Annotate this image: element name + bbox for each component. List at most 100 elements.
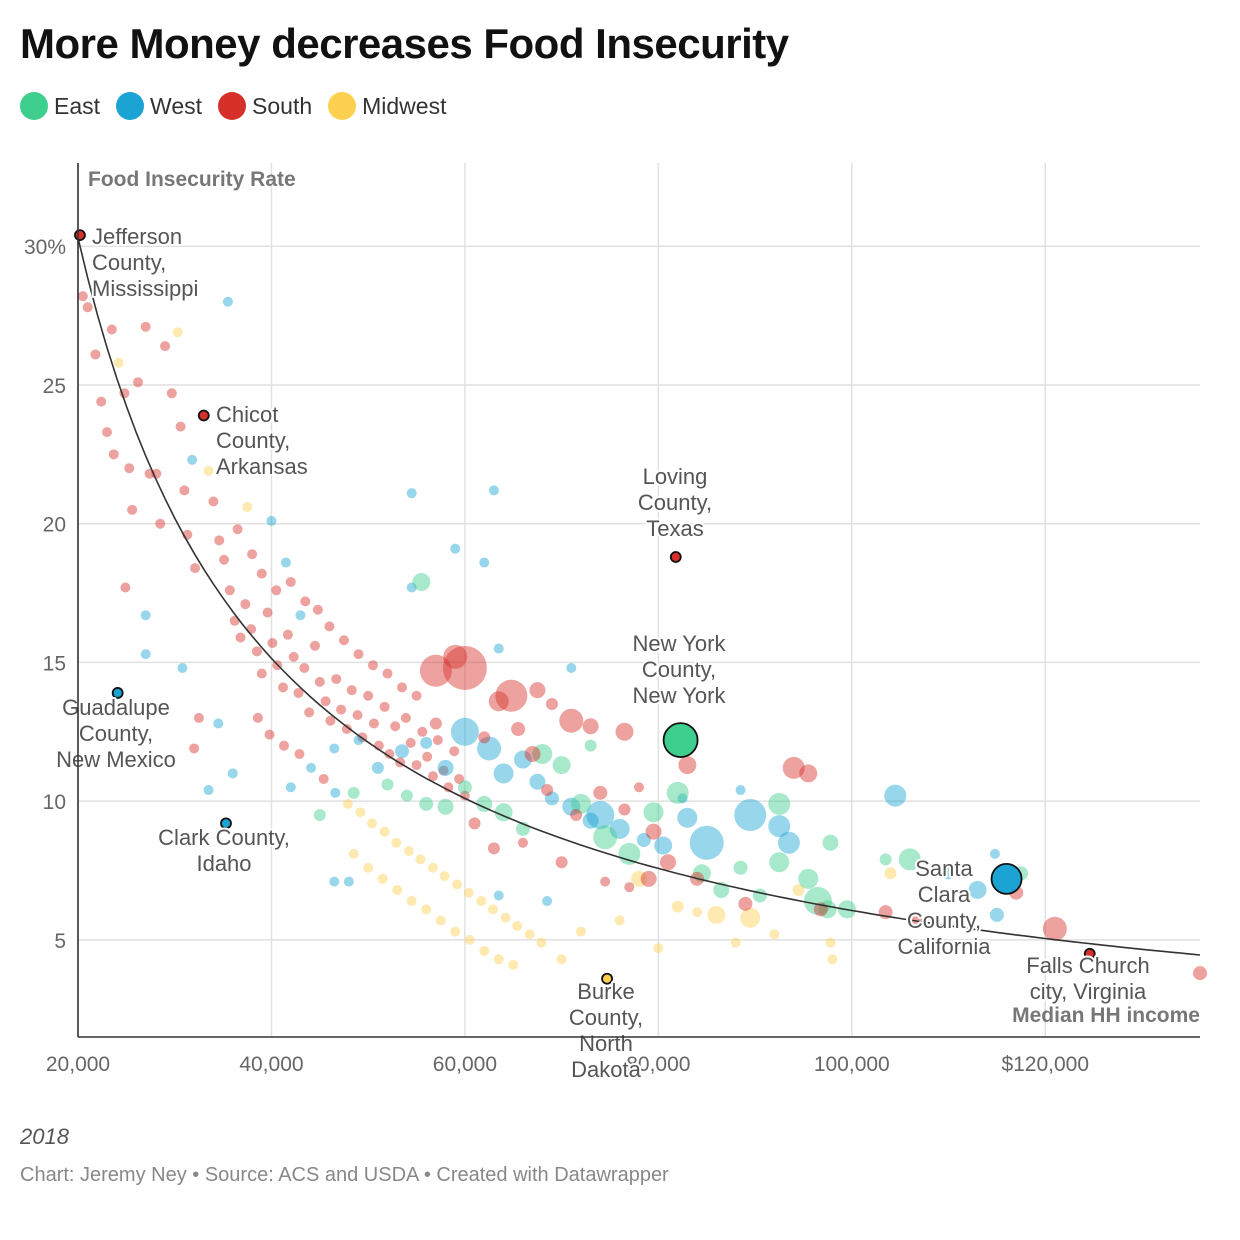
jefferson-county-point xyxy=(74,229,86,242)
data-point-239 xyxy=(645,823,662,840)
data-point-241 xyxy=(640,870,657,887)
data-point-199 xyxy=(476,795,493,812)
loving-county-label-line-2: Texas xyxy=(646,516,703,541)
data-point-124 xyxy=(421,904,432,915)
data-point-153 xyxy=(488,485,499,496)
santa-clara-county-label-line-1: Clara xyxy=(918,882,971,907)
data-point-7 xyxy=(113,357,124,368)
data-point-133 xyxy=(614,915,625,926)
data-point-100 xyxy=(318,773,329,784)
data-point-65 xyxy=(384,748,395,759)
data-point-127 xyxy=(464,934,475,945)
data-point-46 xyxy=(282,629,293,640)
legend-label-midwest: Midwest xyxy=(362,92,447,119)
santa-clara-county-label-line-2: County, xyxy=(907,908,981,933)
data-point-254 xyxy=(429,717,442,730)
data-point-206 xyxy=(618,842,641,865)
data-point-183 xyxy=(353,735,364,746)
data-point-53 xyxy=(320,696,331,707)
data-point-116 xyxy=(512,921,523,932)
data-point-192 xyxy=(677,793,688,804)
data-point-82 xyxy=(271,585,282,596)
data-point-25 xyxy=(140,610,151,621)
data-point-137 xyxy=(769,929,780,940)
data-point-235 xyxy=(615,722,634,741)
data-point-89 xyxy=(368,660,379,671)
data-point-215 xyxy=(803,887,832,916)
data-point-151 xyxy=(295,610,306,621)
burke-county-label-line-0: Burke xyxy=(577,979,634,1004)
data-point-204 xyxy=(570,793,591,814)
data-point-236 xyxy=(678,756,697,775)
data-point-229 xyxy=(495,679,528,712)
data-point-99 xyxy=(306,762,317,773)
data-point-226 xyxy=(347,786,360,799)
data-point-126 xyxy=(450,926,461,937)
data-point-83 xyxy=(285,576,296,587)
data-point-152 xyxy=(406,488,417,499)
x-tick-label-3: 80,000 xyxy=(626,1053,690,1076)
loving-county-point xyxy=(669,551,682,563)
burke-county-label: Burke County, North Dakota xyxy=(569,979,643,1082)
data-point-39 xyxy=(246,624,257,635)
y-tick-label-4: 25 xyxy=(43,375,66,398)
data-point-112 xyxy=(463,887,474,898)
data-point-61 xyxy=(363,690,374,701)
guadalupe-county-label-line-1: County, xyxy=(79,721,153,746)
data-point-36 xyxy=(229,615,240,626)
data-point-106 xyxy=(391,837,402,848)
data-point-35 xyxy=(222,296,233,307)
data-point-77 xyxy=(449,746,460,757)
data-point-263 xyxy=(555,856,568,869)
data-point-167 xyxy=(586,801,615,830)
data-point-66 xyxy=(390,721,401,732)
data-point-125 xyxy=(435,915,446,926)
data-point-234 xyxy=(582,718,599,735)
x-tick-label-5: $120,000 xyxy=(1001,1053,1089,1076)
data-point-31 xyxy=(208,496,219,507)
data-point-197 xyxy=(437,798,454,815)
data-point-135 xyxy=(692,907,703,918)
data-point-203 xyxy=(552,756,571,775)
data-point-184 xyxy=(371,761,384,774)
data-point-52 xyxy=(314,676,325,687)
data-point-91 xyxy=(397,682,408,693)
data-point-225 xyxy=(313,809,326,822)
data-point-220 xyxy=(768,792,791,815)
data-point-144 xyxy=(884,867,897,880)
data-point-64 xyxy=(379,701,390,712)
data-point-163 xyxy=(529,773,546,790)
guadalupe-county-label: Guadalupe County, New Mexico xyxy=(56,695,176,772)
data-point-56 xyxy=(336,704,347,715)
data-point-41 xyxy=(256,668,267,679)
x-tick-label-1: 40,000 xyxy=(239,1053,303,1076)
data-point-68 xyxy=(400,712,411,723)
data-point-187 xyxy=(437,759,454,776)
footer-credit: Chart: Jeremy Ney • Source: ACS and USDA… xyxy=(20,1164,669,1186)
data-point-198 xyxy=(457,780,472,795)
data-point-102 xyxy=(342,798,353,809)
data-point-37 xyxy=(235,632,246,643)
data-point-32 xyxy=(214,535,225,546)
data-point-155 xyxy=(479,557,490,568)
data-point-224 xyxy=(412,572,431,591)
data-point-120 xyxy=(363,862,374,873)
y-tick-label-3: 20 xyxy=(43,514,66,537)
data-point-62 xyxy=(368,718,379,729)
data-point-129 xyxy=(493,954,504,965)
data-point-188 xyxy=(343,876,354,887)
data-point-196 xyxy=(419,796,434,811)
data-point-24 xyxy=(190,563,201,574)
data-point-93 xyxy=(232,524,243,535)
data-point-243 xyxy=(738,896,753,911)
y-tick-label-2: 15 xyxy=(43,652,66,675)
y-tick-label-5: 30% xyxy=(24,236,66,259)
data-point-237 xyxy=(782,756,805,779)
chicot-county-label: Chicot County, Arkansas xyxy=(216,402,308,479)
data-point-173 xyxy=(734,799,767,832)
legend-label-south: South xyxy=(252,92,313,119)
data-point-134 xyxy=(653,943,664,954)
data-point-147 xyxy=(203,785,214,796)
data-point-29 xyxy=(189,743,200,754)
